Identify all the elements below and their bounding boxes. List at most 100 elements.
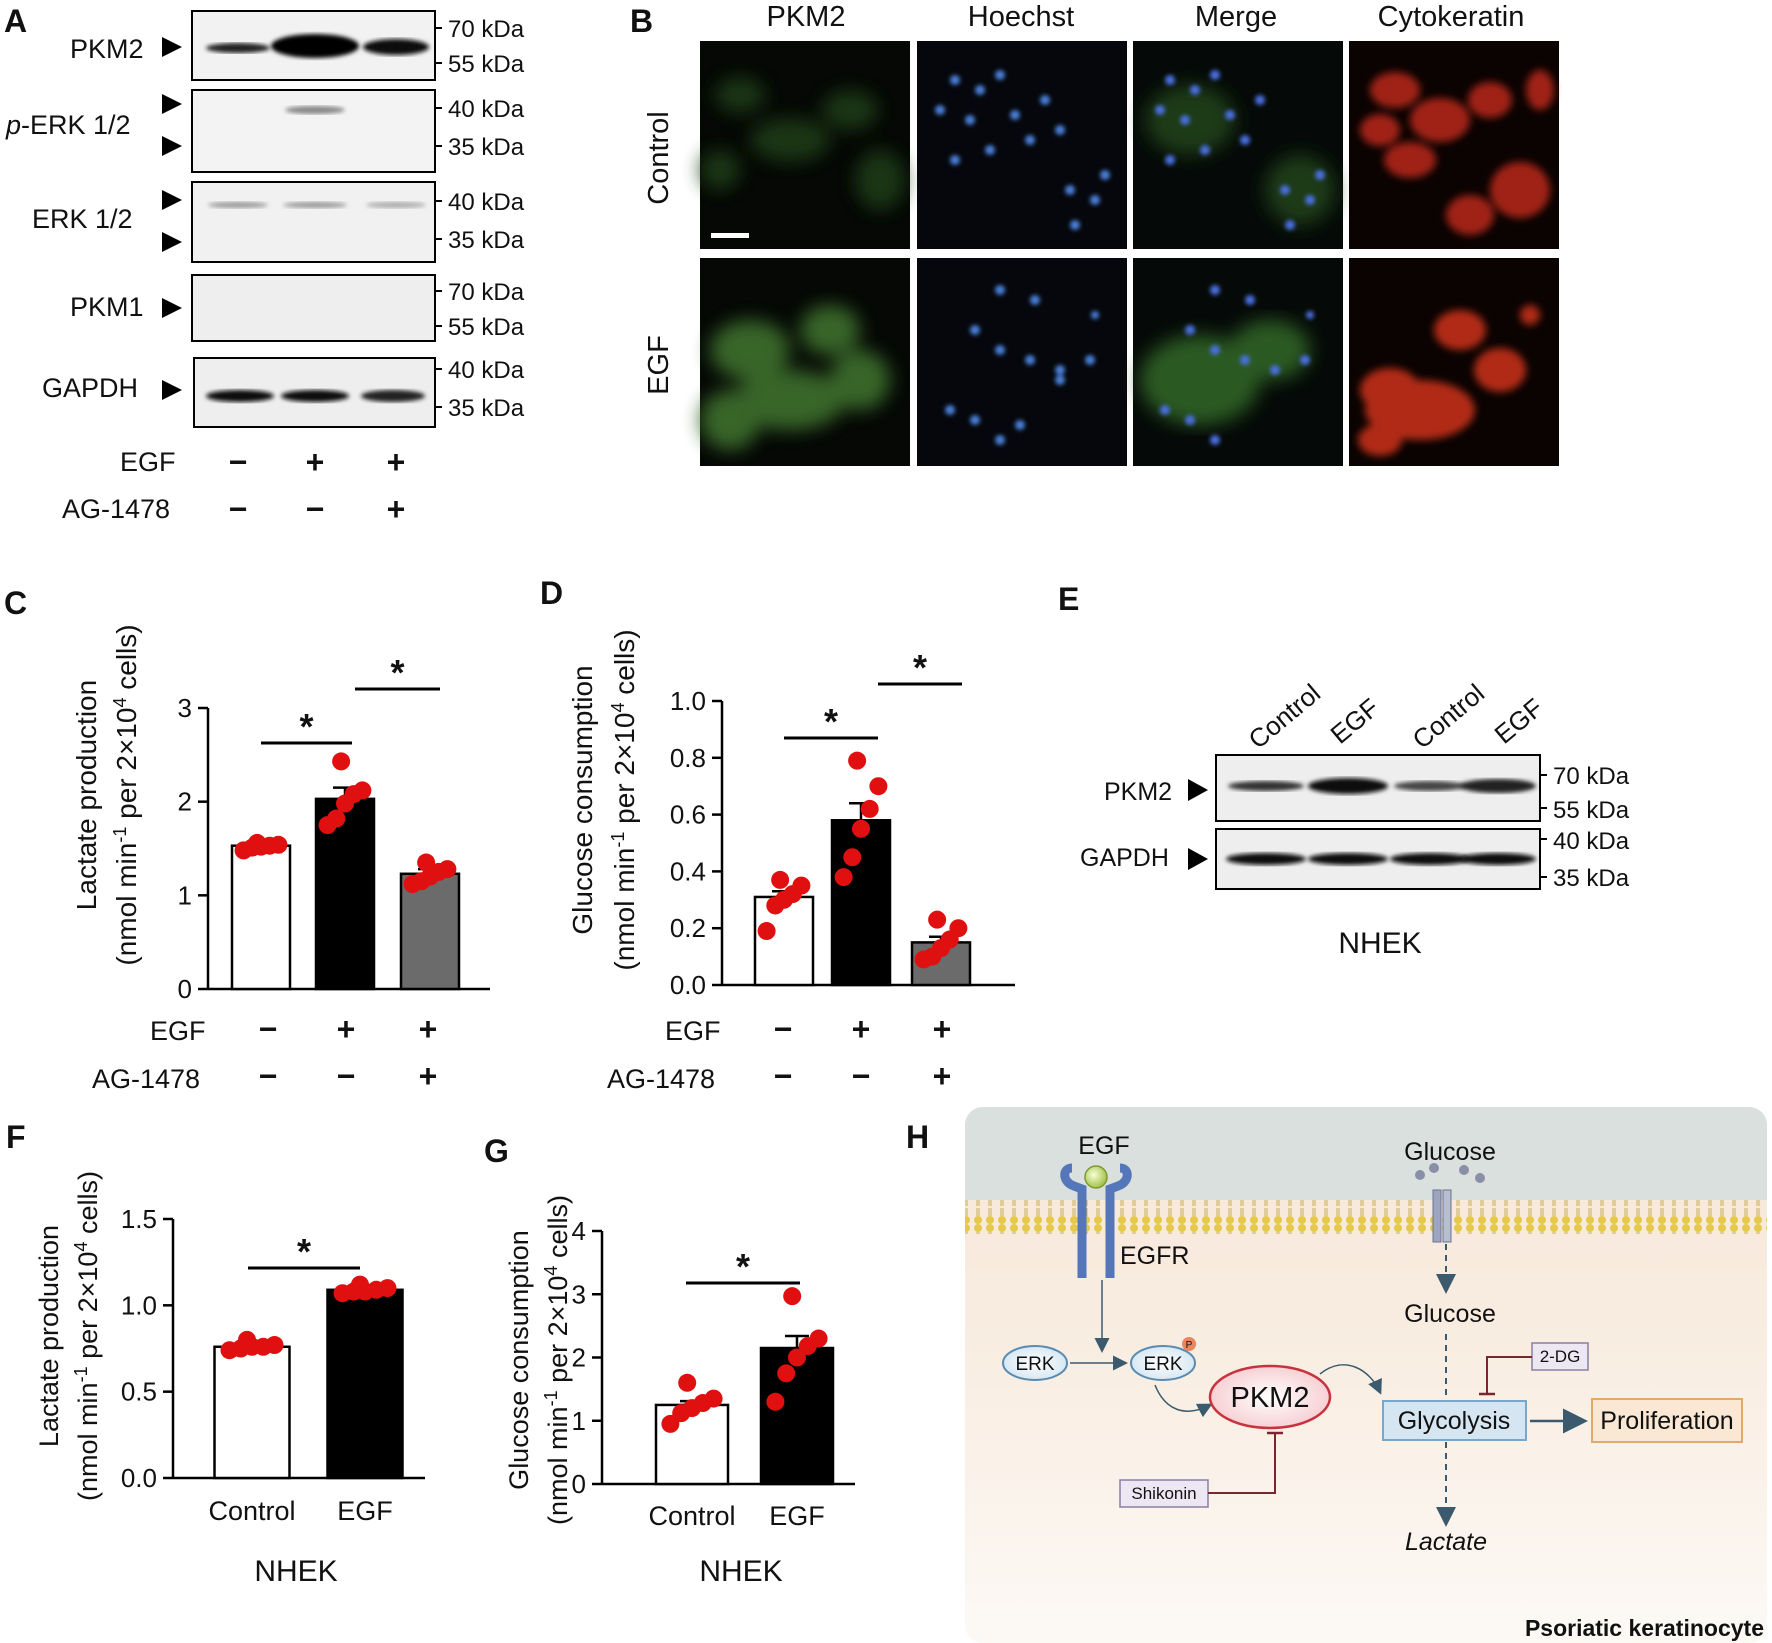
- data-point: [834, 868, 853, 887]
- cell-background: [965, 1107, 1767, 1643]
- sign: +: [419, 1058, 438, 1094]
- chart-c: 0 1 2 3 * *: [178, 652, 490, 1004]
- y-tick-label: 3: [572, 1279, 586, 1309]
- data-point: [852, 819, 870, 838]
- data-point: [869, 777, 888, 796]
- data-point: [928, 910, 947, 929]
- proliferation-box: [1591, 1398, 1743, 1443]
- blot-erk: ERK 1/2 40 kDa 35 kDa: [32, 181, 525, 263]
- treatment-label: AG-1478: [92, 1064, 200, 1094]
- category-label: EGF: [769, 1501, 825, 1531]
- bar: [326, 1288, 404, 1480]
- panel-f: F Lactate production (nmol min-1 per 2×1…: [6, 1119, 425, 1588]
- panel-d: D Glucose consumption (nmol min-1 per 2×…: [540, 575, 1015, 1094]
- shikonin-box: [1119, 1479, 1209, 1508]
- marker-label: 40 kDa: [448, 357, 525, 384]
- sign: −: [229, 491, 248, 527]
- data-point: [843, 848, 862, 867]
- sign: −: [259, 1011, 278, 1047]
- y-tick-label: 0.5: [121, 1377, 157, 1407]
- category-label: EGF: [337, 1496, 393, 1526]
- data-point: [678, 1373, 697, 1392]
- category-label: Control: [648, 1501, 735, 1531]
- marker-label: 70 kDa: [448, 279, 525, 306]
- x-axis-label: NHEK: [254, 1555, 337, 1588]
- blot-label: GAPDH: [42, 373, 138, 403]
- blot-gapdh: GAPDH 40 kDa 35 kDa: [42, 357, 525, 428]
- pkm2-label: PKM2: [1231, 1382, 1310, 1414]
- y-axis-label-unit: (nmol min-1 per 2×104 cells): [110, 624, 142, 965]
- y-tick-label: 0.4: [670, 856, 706, 886]
- blot-pkm2: PKM2 70 kDa 55 kDa: [70, 10, 525, 81]
- sign: −: [306, 491, 325, 527]
- column-label: Merge: [1195, 1, 1277, 33]
- data-point: [809, 1329, 828, 1348]
- y-tick-label: 0.8: [670, 743, 706, 773]
- significance-star: *: [736, 1246, 750, 1287]
- marker-label: 55 kDa: [448, 51, 525, 78]
- y-tick-label: 1: [572, 1406, 586, 1436]
- sign: +: [387, 491, 406, 527]
- bar: [830, 819, 892, 987]
- y-tick-label: 4: [572, 1216, 586, 1246]
- erk-label: ERK: [1015, 1354, 1054, 1375]
- y-tick-label: 0.6: [670, 800, 706, 830]
- marker-label: 35 kDa: [448, 395, 525, 422]
- significance-star: *: [299, 706, 313, 747]
- panel-c: C Lactate production (nmol min-1 per 2×1…: [4, 585, 490, 1094]
- cell-line-caption: NHEK: [1338, 927, 1421, 960]
- marker-label: 55 kDa: [448, 314, 525, 341]
- blot-label: PKM2: [70, 34, 144, 64]
- column-label: PKM2: [767, 1, 846, 33]
- significance-star: *: [297, 1231, 311, 1272]
- sign: −: [337, 1058, 356, 1094]
- panel-label-a: A: [4, 3, 27, 39]
- significance-star: *: [390, 652, 404, 693]
- data-point: [766, 1392, 785, 1411]
- sign: −: [852, 1058, 871, 1094]
- chart-g: 0 1 2 3 4 * Control EGF: [572, 1216, 855, 1531]
- two-dg-box: [1531, 1342, 1589, 1371]
- y-tick-label: 2: [178, 787, 192, 817]
- marker-label: 40 kDa: [448, 189, 525, 216]
- y-axis-label: Glucose consumption: [504, 1230, 534, 1490]
- panel-label-h: H: [906, 1119, 929, 1155]
- egf-label: EGF: [1078, 1132, 1129, 1160]
- data-point: [777, 1364, 796, 1383]
- data-point: [792, 876, 811, 895]
- sign: +: [337, 1011, 356, 1047]
- treatment-label: EGF: [665, 1016, 721, 1046]
- sign: +: [852, 1011, 871, 1047]
- panel-label-b: B: [630, 3, 653, 39]
- lactate-label: Lactate: [1405, 1528, 1487, 1556]
- blot-label-p-erk: p-ERK 1/2: [5, 110, 131, 140]
- micrograph-hoechst-control: [917, 41, 1127, 249]
- marker-label: 70 kDa: [448, 16, 525, 43]
- lane-label: Control: [1407, 678, 1490, 755]
- y-axis-label-unit: (nmol min-1 per 2×104 cells): [608, 629, 640, 970]
- panel-label-e: E: [1058, 581, 1079, 617]
- data-point: [327, 809, 346, 828]
- egfr-receptor: [1060, 1163, 1132, 1278]
- data-point: [783, 1287, 802, 1306]
- panel-e: E Control EGF Control EGF PKM2 GAPDH 70 …: [1058, 581, 1630, 960]
- row-label: EGF: [643, 335, 675, 395]
- lane-label: EGF: [1489, 692, 1549, 749]
- panel-label-f: F: [6, 1119, 26, 1155]
- panel-label-d: D: [540, 575, 563, 611]
- marker-label: 35 kDa: [448, 227, 525, 254]
- pkm2-node: [1208, 1364, 1332, 1430]
- y-tick-label: 1: [178, 880, 192, 910]
- panel-b: B PKM2 Hoechst Merge Cytokeratin Control…: [630, 1, 1559, 466]
- data-point: [353, 781, 372, 800]
- micrograph-hoechst-egf: [917, 258, 1127, 466]
- marker-label: 35 kDa: [448, 134, 525, 161]
- blot-p-erk: p-ERK 1/2 40 kDa 35 kDa: [5, 89, 525, 173]
- glucose-transporter: [1415, 1163, 1485, 1243]
- y-tick-label: 0.2: [670, 913, 706, 943]
- category-label: Control: [208, 1496, 295, 1526]
- sign: −: [229, 444, 248, 480]
- panel-h: H EGF EGFR Glucose Glucose Lactate: [906, 1107, 1767, 1643]
- glycolysis-box: [1382, 1400, 1527, 1441]
